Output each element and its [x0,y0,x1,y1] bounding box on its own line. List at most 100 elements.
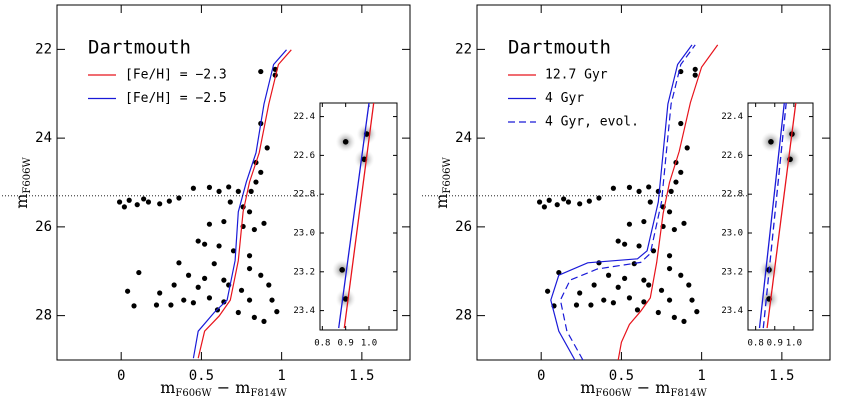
star [573,302,580,308]
star [561,196,567,202]
isochrone [758,103,785,329]
isochrone [338,103,370,329]
star [221,277,227,283]
star [541,204,547,210]
star [136,269,142,276]
star [678,68,684,75]
x-axis-label-part: F814W [250,388,287,399]
star [153,302,160,308]
y-tick-label: 22 [35,41,52,57]
y-tick-label: 23.2 [293,267,315,277]
x-tick-label: 0.5 [189,368,214,384]
x-axis-label-part: F814W [670,388,707,399]
star [666,209,673,215]
star [342,296,349,302]
star [185,272,192,278]
y-axis-label-part: m [432,194,451,209]
star [626,295,633,301]
star [671,314,677,320]
star [126,197,132,203]
star [591,282,597,288]
isochrone [617,44,719,360]
y-tick-label: 28 [35,308,52,324]
star [246,297,253,303]
star [235,188,241,194]
star [658,287,665,293]
star [631,261,637,267]
star [261,220,267,226]
legend-label: 4 Gyr, evol. [545,115,639,130]
x-tick-label: 0.5 [609,368,634,384]
star [666,297,673,303]
star [195,284,201,290]
star [261,318,267,324]
y-tick-label: 22.4 [293,112,315,122]
star [248,188,254,194]
star [206,221,213,227]
isochrone [766,103,797,329]
star [195,238,201,244]
x-axis-label-part: F606W [175,388,212,399]
star [176,260,182,266]
plot-area [332,103,377,329]
star [235,309,241,316]
x-tick-label: 0.9 [767,339,783,349]
star [116,199,123,205]
star [650,248,657,254]
star [221,218,227,225]
star [678,120,684,127]
y-tick-label: 22 [455,41,472,57]
star [134,202,140,208]
star [610,300,616,306]
star [131,303,137,309]
star [546,197,552,203]
y-tick-label: 22.8 [293,190,315,200]
star [342,139,349,145]
y-tick-label: 23.4 [721,306,743,316]
star [588,302,594,308]
star [274,309,280,315]
star [556,269,562,276]
star [206,295,213,301]
star [684,145,690,151]
x-axis-label-part: F606W [595,388,632,399]
x-tick-label: 0.8 [748,339,764,349]
star [266,282,272,288]
x-tick-label: 1.0 [361,339,377,349]
star [686,282,692,288]
x-axis-label-part: m [580,378,595,397]
x-tick-label: 0.8 [314,339,330,349]
star [554,202,560,208]
y-tick-label: 22.8 [721,190,743,200]
star [168,302,174,308]
y-tick-label: 24 [455,130,472,146]
isochrone [197,49,292,359]
star [202,275,208,281]
star [141,196,147,202]
star [227,199,233,205]
star [634,307,641,313]
star [157,290,163,296]
y-tick-label: 22.4 [721,112,743,122]
star [636,243,642,249]
star [221,299,227,305]
star [166,198,172,204]
star [258,169,264,175]
star [596,195,602,201]
star [339,267,345,273]
y-axis-label: mF606W [432,157,454,209]
star [171,282,177,288]
star [641,299,647,305]
y-tick-label: 23.0 [721,228,743,238]
x-tick-label: 0.9 [338,339,354,349]
star [264,145,270,151]
star [646,282,652,288]
star [253,179,259,185]
star [605,272,612,278]
star [226,184,232,190]
star [176,195,182,201]
y-tick-label: 23.4 [293,306,315,316]
y-tick-label: 23.2 [721,267,743,277]
star [692,72,698,78]
